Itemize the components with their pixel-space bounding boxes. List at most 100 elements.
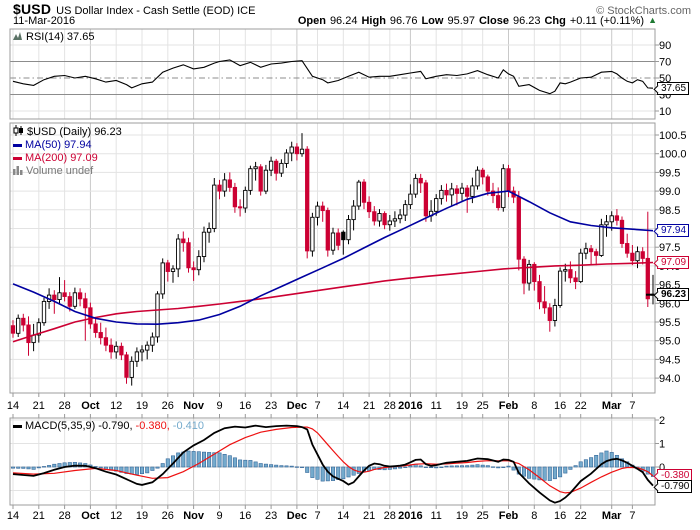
svg-text:22: 22 [575, 400, 587, 412]
ma200-legend-name: MA(200) [25, 151, 68, 164]
svg-text:Mar: Mar [602, 400, 622, 412]
high-label: High [361, 15, 386, 27]
svg-text:25: 25 [477, 400, 489, 412]
svg-text:19: 19 [456, 510, 468, 522]
page-title: US Dollar Index - Cash Settle (EOD) ICE [56, 5, 256, 17]
macd-panel: 2 1 0 [9, 415, 665, 506]
macd-line-icon [13, 424, 22, 428]
svg-text:21: 21 [363, 510, 375, 522]
open-label: Open [297, 15, 326, 27]
high-value: 96.76 [389, 15, 418, 27]
svg-text:16: 16 [239, 510, 251, 522]
candlestick-icon [13, 125, 24, 139]
svg-text:99.5: 99.5 [659, 167, 680, 179]
svg-text:16: 16 [239, 400, 251, 412]
svg-text:22: 22 [575, 510, 587, 522]
svg-text:7: 7 [314, 400, 320, 412]
rsi-line [12, 59, 654, 95]
svg-text:23: 23 [265, 510, 277, 522]
svg-text:97.5: 97.5 [659, 242, 680, 254]
svg-text:90: 90 [659, 40, 671, 52]
ma50-legend-name: MA(50) [25, 138, 62, 151]
svg-text:1: 1 [659, 439, 665, 451]
price-legend-value: 96.23 [94, 125, 122, 138]
close-value: 96.23 [512, 15, 541, 27]
macd-line [12, 424, 654, 504]
svg-text:28: 28 [58, 400, 70, 412]
svg-text:14: 14 [337, 510, 349, 522]
ma50-line [12, 190, 654, 326]
rsi-legend-name: RSI(14) [26, 30, 64, 43]
svg-text:7: 7 [629, 400, 635, 412]
date-axis: 14 21 28 Oct 12 19 26 Nov 9 16 23 Dec 7 14 21 28 2016 11 1… [7, 393, 635, 522]
svg-text:Feb: Feb [499, 510, 519, 522]
macd-legend-value1: -0.790, [98, 419, 133, 432]
ma50-legend-value: 97.94 [64, 138, 92, 151]
copyright: © StockCharts.com [596, 5, 691, 17]
svg-text:28: 28 [384, 510, 396, 522]
svg-text:25: 25 [477, 510, 489, 522]
macd-value-callout: -0.790 [657, 480, 693, 493]
close-label: Close [478, 15, 509, 27]
svg-text:11: 11 [430, 400, 441, 412]
svg-text:7: 7 [314, 510, 320, 522]
price-legend: $USD (Daily) 96.23 MA(50) 97.94 MA(200) … [13, 125, 122, 178]
svg-text:2016: 2016 [398, 400, 422, 412]
svg-text:0: 0 [659, 462, 665, 474]
svg-text:Nov: Nov [183, 400, 205, 412]
ma50-line-icon [13, 143, 22, 147]
svg-text:8: 8 [531, 510, 537, 522]
ma200-legend-value: 97.09 [70, 151, 98, 164]
rsi-value-callout: 37.65 [657, 82, 690, 95]
svg-text:94.5: 94.5 [659, 354, 680, 366]
header-quote-row: 11-Mar-2016 Open 96.24 High 96.76 Low 95… [13, 15, 691, 27]
macd-histogram [11, 450, 655, 482]
svg-text:9: 9 [216, 510, 222, 522]
svg-text:Oct: Oct [81, 400, 100, 412]
svg-text:Feb: Feb [499, 400, 519, 412]
quote-date: 11-Mar-2016 [13, 15, 76, 27]
macd-legend: MACD(5,35,9) -0.790, -0.380, -0.410 [13, 420, 204, 433]
open-value: 96.24 [329, 15, 358, 27]
chg-value: +0.11 (+0.11%) [569, 15, 645, 27]
svg-text:70: 70 [659, 57, 671, 69]
svg-text:2: 2 [659, 415, 665, 427]
svg-text:26: 26 [162, 510, 174, 522]
chg-label: Chg [544, 15, 566, 27]
svg-text:21: 21 [33, 510, 45, 522]
low-label: Low [421, 15, 444, 27]
macd-signal-line [12, 426, 654, 494]
macd-legend-value3: -0.410 [172, 419, 204, 432]
svg-text:94.0: 94.0 [659, 373, 680, 385]
svg-text:23: 23 [265, 400, 277, 412]
svg-text:12: 12 [110, 510, 122, 522]
ma200-line-icon [13, 156, 22, 160]
svg-text:98.5: 98.5 [659, 205, 680, 217]
volume-bars-icon [13, 165, 23, 178]
volume-legend-name: Volume [26, 164, 63, 177]
ma50-value-callout: 97.94 [657, 224, 690, 237]
svg-text:96.0: 96.0 [659, 298, 680, 310]
svg-text:14: 14 [7, 510, 19, 522]
macd-legend-name: MACD(5,35,9) [25, 419, 96, 432]
svg-text:21: 21 [33, 400, 45, 412]
svg-text:10: 10 [659, 106, 671, 118]
svg-text:8: 8 [531, 400, 537, 412]
ma200-value-callout: 97.09 [657, 256, 690, 269]
svg-text:16: 16 [554, 400, 566, 412]
svg-text:28: 28 [58, 510, 70, 522]
svg-text:19: 19 [136, 400, 148, 412]
svg-text:2016: 2016 [398, 510, 422, 522]
volume-legend-value: undef [65, 164, 94, 177]
svg-text:11: 11 [430, 510, 441, 522]
rsi-legend: RSI(14) 37.65 [13, 31, 94, 44]
rsi-legend-value: 37.65 [66, 30, 95, 43]
svg-text:19: 19 [456, 400, 468, 412]
svg-text:16: 16 [554, 510, 566, 522]
svg-text:12: 12 [110, 400, 122, 412]
svg-text:Oct: Oct [81, 510, 100, 522]
svg-text:Dec: Dec [287, 510, 307, 522]
